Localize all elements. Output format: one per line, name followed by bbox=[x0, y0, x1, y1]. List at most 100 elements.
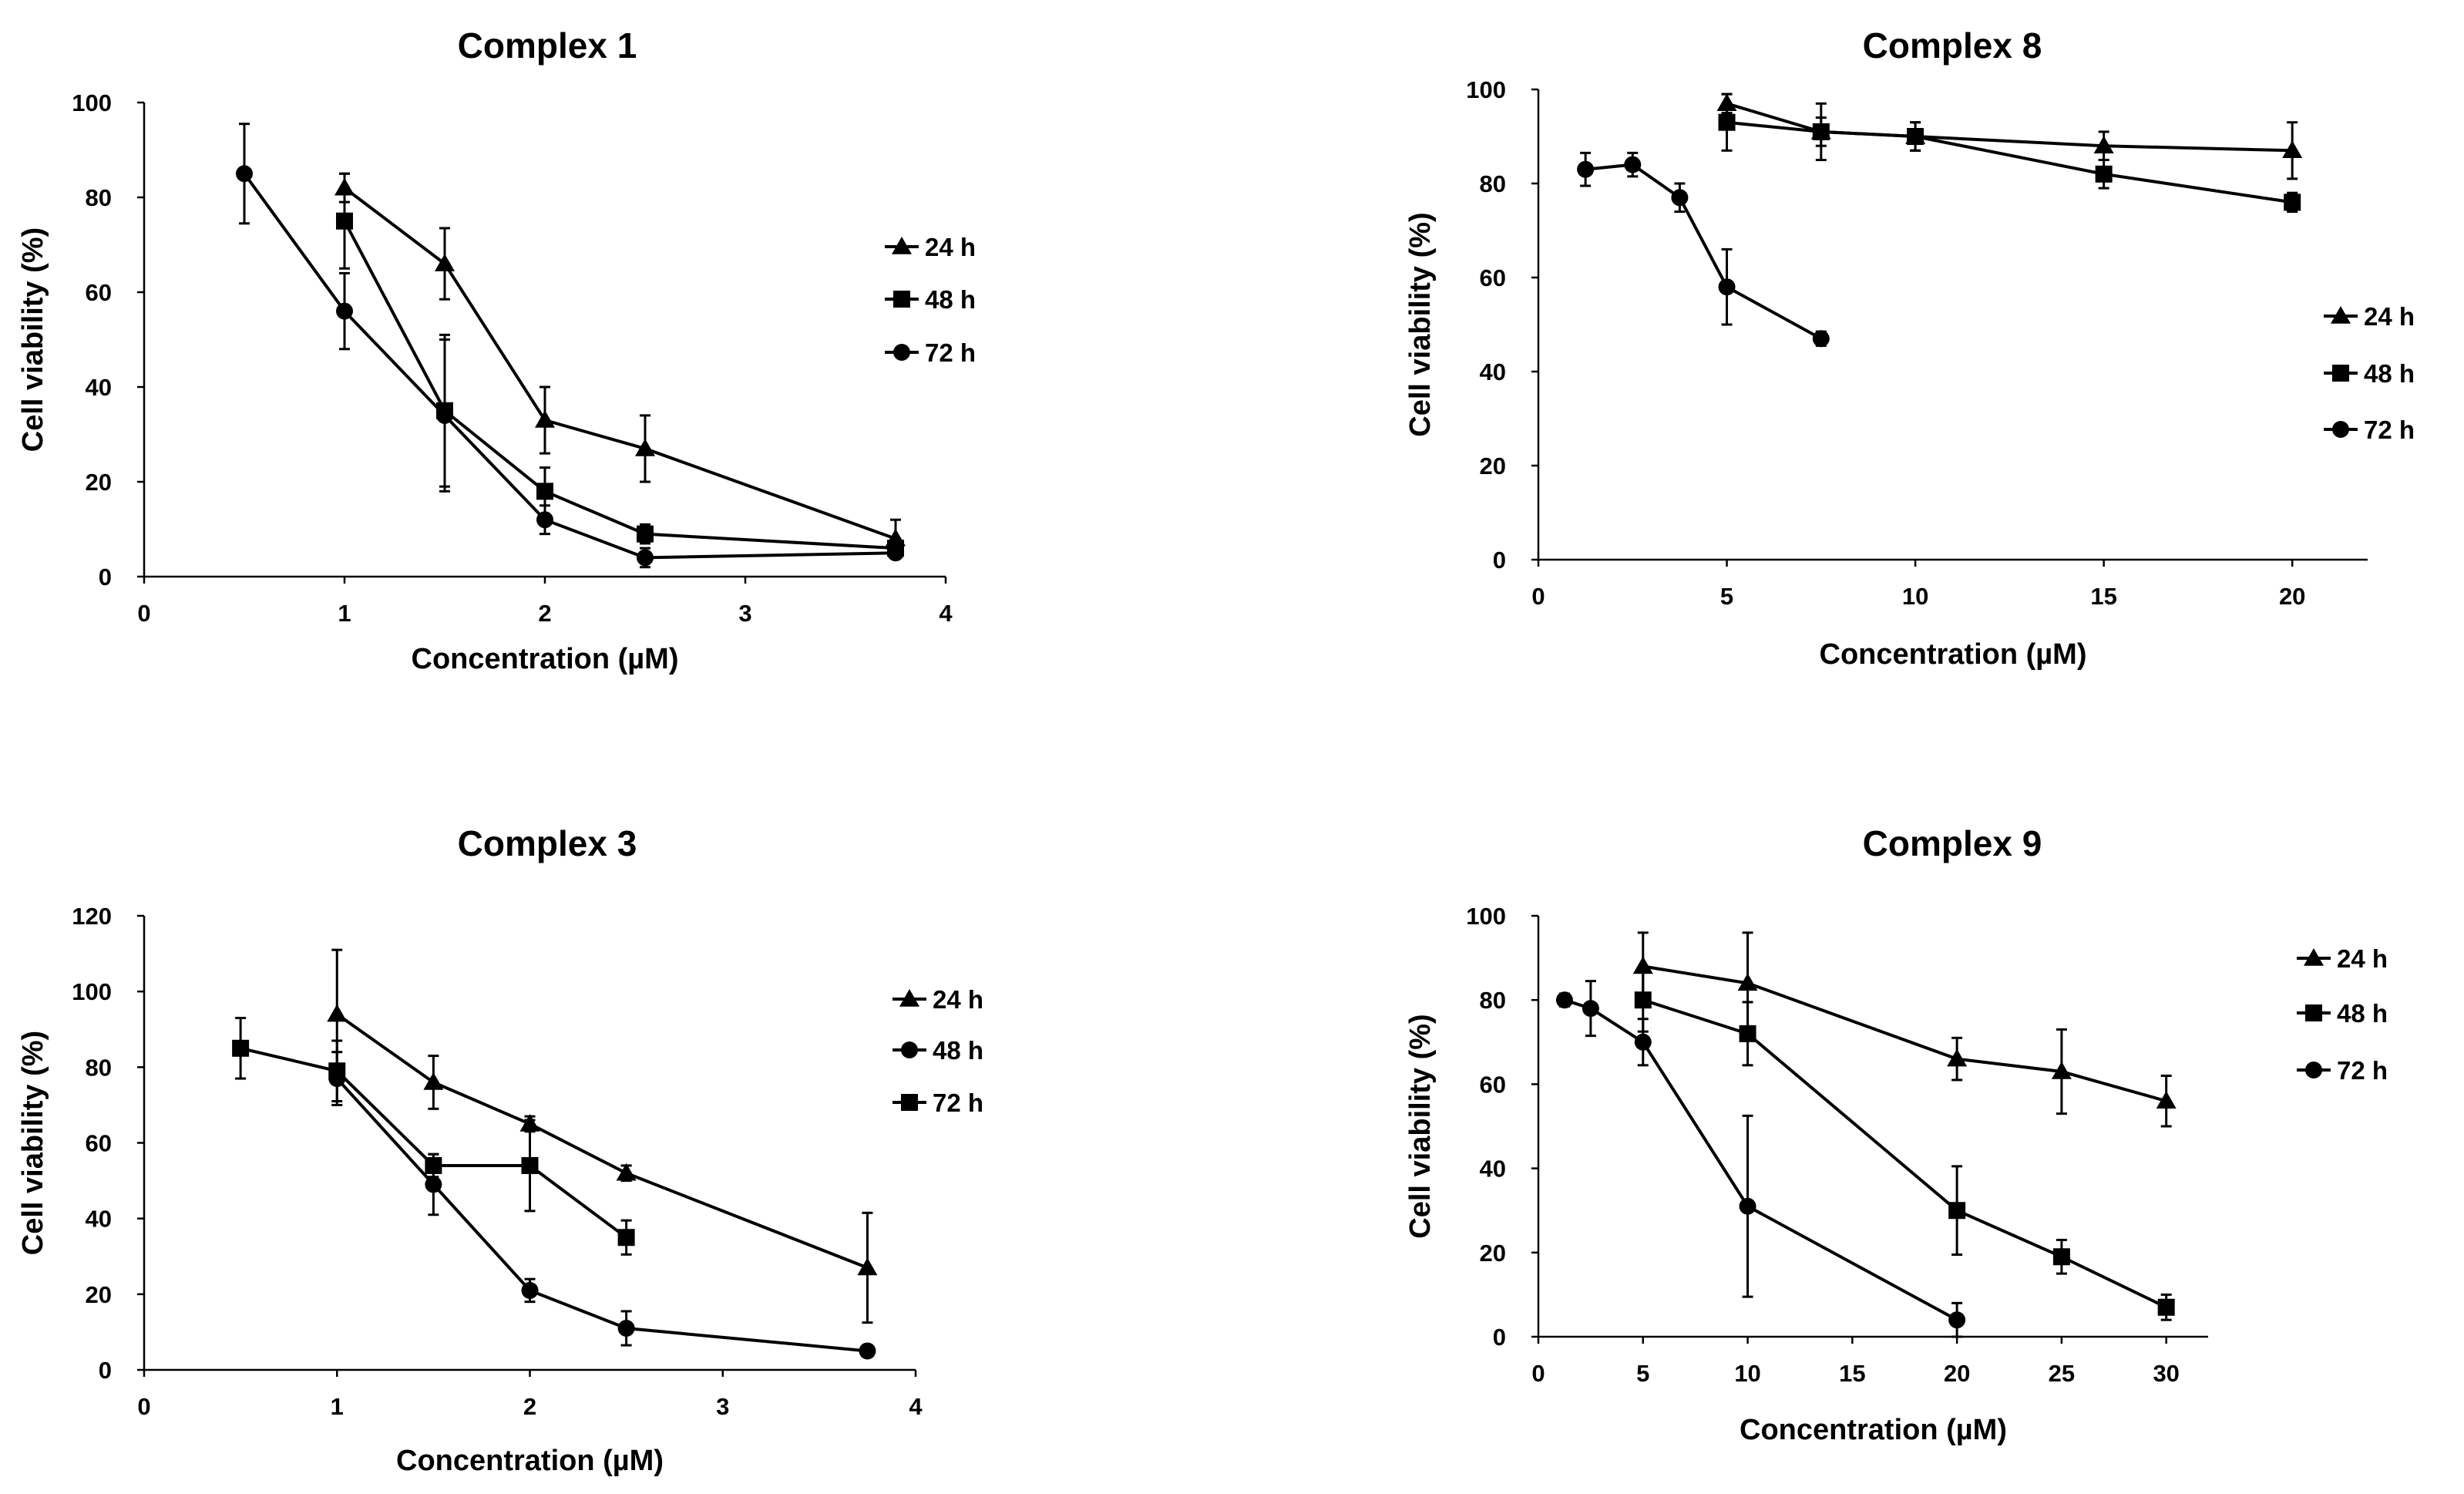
legend-entry: 72 h bbox=[2324, 416, 2415, 444]
x-tick-label: 0 bbox=[137, 600, 150, 627]
x-tick-label: 2 bbox=[538, 600, 551, 627]
data-point bbox=[1812, 330, 1830, 348]
data-point bbox=[1812, 123, 1830, 140]
data-point bbox=[1634, 1033, 1652, 1051]
x-tick-label: 25 bbox=[2049, 1360, 2075, 1387]
y-tick-label: 80 bbox=[1480, 170, 1506, 197]
series-48h bbox=[328, 1051, 876, 1360]
legend-marker bbox=[901, 1094, 918, 1111]
legend-entry: 24 h bbox=[2324, 302, 2415, 331]
legend-entry: 24 h bbox=[892, 985, 983, 1014]
y-tick-label: 20 bbox=[86, 469, 112, 496]
data-point bbox=[887, 544, 904, 562]
y-tick-label: 40 bbox=[1480, 358, 1506, 385]
legend-marker bbox=[893, 291, 910, 308]
series-72h bbox=[232, 1017, 635, 1256]
y-tick-label: 60 bbox=[86, 1130, 112, 1157]
legend-entry: 48 h bbox=[885, 285, 976, 314]
data-point bbox=[425, 1156, 442, 1174]
data-point bbox=[521, 1156, 539, 1174]
legend-entry: 72 h bbox=[2297, 1056, 2388, 1085]
legend-label: 48 h bbox=[2337, 999, 2388, 1028]
x-tick-label: 20 bbox=[2279, 583, 2305, 610]
legend-marker bbox=[2304, 948, 2324, 966]
data-point bbox=[336, 212, 353, 230]
y-axis-title: Cell viability (%) bbox=[17, 1031, 49, 1255]
legend-marker bbox=[892, 237, 912, 254]
y-tick-label: 40 bbox=[1480, 1156, 1506, 1183]
legend-entry: 48 h bbox=[892, 1036, 983, 1065]
y-tick-label: 100 bbox=[72, 89, 112, 116]
x-tick-label: 30 bbox=[2153, 1360, 2179, 1387]
data-point bbox=[1948, 1202, 1966, 1220]
data-point bbox=[857, 1257, 878, 1276]
y-tick-label: 0 bbox=[99, 1357, 112, 1384]
series-24h bbox=[1632, 931, 2177, 1128]
series-48h bbox=[336, 172, 904, 559]
y-tick-label: 0 bbox=[1493, 1324, 1506, 1351]
data-point bbox=[1739, 1025, 1756, 1042]
legend-entry: 72 h bbox=[885, 338, 976, 367]
series-24h bbox=[327, 948, 878, 1324]
data-point bbox=[2093, 136, 2114, 153]
legend-marker bbox=[2332, 365, 2349, 382]
y-tick-label: 60 bbox=[1480, 1071, 1506, 1098]
y-tick-label: 0 bbox=[99, 564, 112, 591]
data-point bbox=[1737, 973, 1758, 991]
series-line bbox=[336, 1012, 869, 1270]
y-tick-label: 40 bbox=[86, 374, 112, 401]
series-72h bbox=[236, 123, 904, 569]
x-tick-label: 3 bbox=[716, 1393, 729, 1420]
data-point bbox=[2282, 140, 2303, 159]
legend-label: 72 h bbox=[933, 1089, 983, 1117]
data-point bbox=[1634, 991, 1652, 1009]
data-point bbox=[1907, 128, 1924, 145]
x-tick-label: 0 bbox=[1531, 583, 1545, 610]
data-point bbox=[336, 302, 353, 320]
y-axis-title: Cell viability (%) bbox=[1404, 212, 1437, 436]
legend-entry: 72 h bbox=[892, 1089, 983, 1117]
legend-label: 72 h bbox=[2364, 416, 2415, 444]
legend-marker bbox=[901, 1041, 918, 1058]
y-tick-label: 120 bbox=[72, 903, 112, 930]
data-point bbox=[1948, 1311, 1966, 1329]
legend-label: 24 h bbox=[2364, 302, 2415, 331]
data-point bbox=[436, 406, 453, 424]
series-line bbox=[335, 1077, 868, 1353]
legend-label: 24 h bbox=[2337, 944, 2388, 973]
legend-entry: 48 h bbox=[2324, 359, 2415, 388]
chart-panel-2: Complex 8 0 5 10 15 20 0 20 40 60 80 100 Concentrati… bbox=[1404, 25, 2415, 671]
x-axis-title: Concentration (µM) bbox=[396, 1445, 664, 1477]
data-point bbox=[637, 525, 654, 543]
chart-panel-1: Complex 10 1 2 3 4020406080100Concentration … bbox=[17, 25, 976, 675]
y-tick-label: 20 bbox=[86, 1281, 112, 1308]
data-point bbox=[617, 1320, 635, 1338]
data-point bbox=[1624, 156, 1642, 173]
x-tick-label: 0 bbox=[1531, 1360, 1545, 1387]
legend-label: 48 h bbox=[925, 285, 976, 314]
data-point bbox=[1671, 189, 1689, 207]
data-point bbox=[1555, 991, 1573, 1009]
data-point bbox=[423, 1072, 444, 1090]
series-72h bbox=[1577, 151, 1830, 348]
data-point bbox=[1718, 278, 1736, 296]
series-line bbox=[1726, 102, 2293, 153]
data-point bbox=[521, 1281, 539, 1299]
x-tick-label: 1 bbox=[331, 1393, 344, 1420]
data-point bbox=[232, 1039, 250, 1057]
y-tick-label: 100 bbox=[1466, 903, 1506, 930]
data-point bbox=[859, 1342, 876, 1360]
legend-marker bbox=[899, 989, 919, 1007]
series-line bbox=[1585, 163, 1822, 341]
legend-marker bbox=[2305, 1004, 2322, 1021]
y-axis-title: Cell viability (%) bbox=[17, 227, 49, 452]
series-line bbox=[1642, 964, 2167, 1103]
data-point bbox=[536, 511, 553, 529]
data-point bbox=[1577, 160, 1595, 178]
legend-label: 24 h bbox=[933, 985, 983, 1014]
series-line bbox=[1726, 120, 2293, 204]
y-tick-label: 20 bbox=[1480, 1240, 1506, 1267]
data-point bbox=[2052, 1248, 2070, 1266]
chart-panel-3: Complex 30 1 2 3 4020406080100120Concentrati… bbox=[17, 823, 983, 1477]
y-tick-label: 100 bbox=[72, 978, 112, 1005]
